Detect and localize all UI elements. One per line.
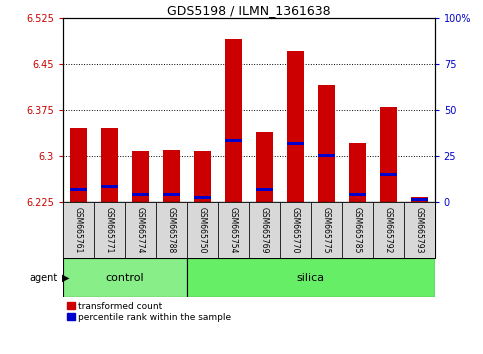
Bar (411, 198, 428, 201)
Bar (187, 202, 218, 258)
Bar (132, 193, 149, 196)
Bar (163, 193, 180, 196)
Bar (101, 185, 118, 188)
Text: GSM665761: GSM665761 (74, 207, 83, 253)
Text: GSM665788: GSM665788 (167, 207, 176, 253)
Bar (163, 150, 180, 202)
Bar (70, 188, 87, 191)
Bar (132, 151, 149, 202)
Bar (318, 85, 335, 202)
Bar (318, 154, 335, 157)
Text: GSM665754: GSM665754 (229, 207, 238, 253)
Text: GSM665792: GSM665792 (384, 207, 393, 253)
Bar (63, 202, 94, 258)
Bar (249, 202, 280, 258)
Bar (380, 107, 397, 202)
Text: GSM665785: GSM665785 (353, 207, 362, 253)
Bar (256, 188, 273, 191)
Text: GSM665770: GSM665770 (291, 207, 300, 253)
Bar (349, 193, 366, 196)
Bar (194, 151, 211, 202)
Legend: transformed count, percentile rank within the sample: transformed count, percentile rank withi… (67, 302, 231, 322)
Text: GSM665774: GSM665774 (136, 207, 145, 253)
Bar (63, 258, 187, 297)
Title: GDS5198 / ILMN_1361638: GDS5198 / ILMN_1361638 (167, 4, 330, 17)
Bar (125, 202, 156, 258)
Bar (101, 128, 118, 202)
Bar (311, 202, 342, 258)
Bar (380, 173, 397, 176)
Bar (280, 202, 311, 258)
Bar (287, 142, 304, 145)
Bar (70, 128, 87, 202)
Bar (287, 51, 304, 202)
Bar (256, 132, 273, 202)
Text: silica: silica (297, 273, 325, 283)
Bar (373, 202, 404, 258)
Text: GSM665769: GSM665769 (260, 207, 269, 253)
Text: control: control (105, 273, 144, 283)
Bar (411, 197, 428, 202)
Text: agent: agent (30, 273, 58, 283)
Text: GSM665793: GSM665793 (415, 207, 424, 253)
Bar (225, 139, 242, 142)
Bar (156, 202, 187, 258)
Text: GSM665775: GSM665775 (322, 207, 331, 253)
Bar (187, 258, 435, 297)
Bar (218, 202, 249, 258)
Bar (404, 202, 435, 258)
Bar (342, 202, 373, 258)
Text: ▶: ▶ (62, 273, 70, 283)
Bar (94, 202, 125, 258)
Text: GSM665771: GSM665771 (105, 207, 114, 253)
Bar (349, 143, 366, 202)
Bar (225, 39, 242, 202)
Bar (194, 196, 211, 199)
Text: GSM665750: GSM665750 (198, 207, 207, 253)
